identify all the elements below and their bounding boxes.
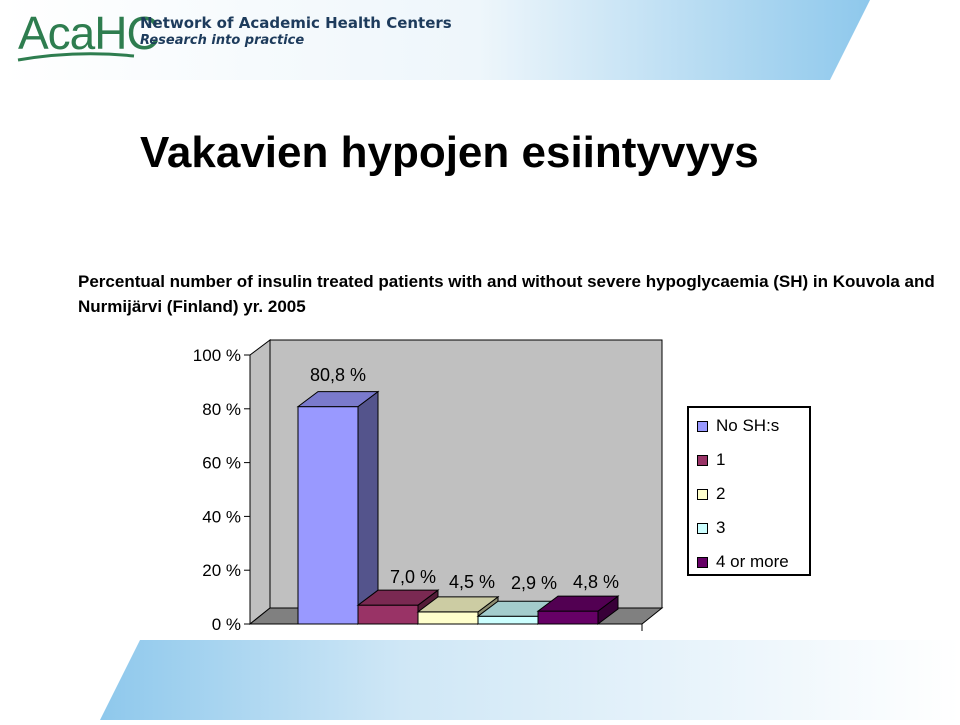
legend-item: 1 xyxy=(697,448,725,472)
y-tick-label: 80 % xyxy=(202,400,241,419)
data-label: 4,5 % xyxy=(449,572,495,592)
legend-label: 2 xyxy=(716,484,726,503)
y-tick-label: 0 % xyxy=(212,615,241,634)
header-band: AcaHC Network of Academic Health Centers… xyxy=(0,0,960,80)
legend-swatch xyxy=(697,420,708,432)
legend-item: No SH:s xyxy=(697,414,779,438)
bar-2 xyxy=(356,589,440,625)
legend-swatch xyxy=(697,556,708,568)
data-label: 7,0 % xyxy=(390,567,436,587)
legend-item: 3 xyxy=(697,516,725,540)
legend-label: 3 xyxy=(716,518,726,537)
logo-swoosh-icon xyxy=(17,52,135,62)
y-tick-label: 40 % xyxy=(202,507,241,526)
footer-background xyxy=(100,640,960,720)
y-tick-label: 20 % xyxy=(202,561,241,580)
page-title: Vakavien hypojen esiintyvyys xyxy=(140,128,759,177)
data-label: 80,8 % xyxy=(310,365,366,385)
legend-label: 4 or more xyxy=(716,552,789,571)
legend-swatch xyxy=(697,522,708,534)
data-labels: 80,8 % 7,0 % 4,5 % 2,9 % 4,8 % xyxy=(310,365,619,593)
bar-top xyxy=(536,595,620,612)
bar-side xyxy=(357,390,379,625)
data-label: 4,8 % xyxy=(573,572,619,592)
legend-swatch xyxy=(697,488,708,500)
org-name: Network of Academic Health Centers xyxy=(140,14,452,32)
org-tagline: Research into practice xyxy=(140,33,305,48)
bar-top xyxy=(296,391,380,408)
bar-1 xyxy=(296,390,380,625)
bar-5 xyxy=(536,595,620,625)
bar-front xyxy=(477,615,539,625)
chart-subtitle: Percentual number of insulin treated pat… xyxy=(78,272,935,316)
legend-swatch xyxy=(697,454,708,466)
plot-side-wall xyxy=(249,339,271,626)
legend-label: No SH:s xyxy=(716,416,780,435)
chart-legend: No SH:s 1 2 3 4 or more xyxy=(687,406,811,576)
header-background xyxy=(0,0,870,80)
logo: AcaHC xyxy=(18,7,160,59)
data-label: 2,9 % xyxy=(511,573,557,593)
bars xyxy=(296,390,620,625)
bar-front xyxy=(417,611,479,625)
bar-top xyxy=(416,596,500,613)
footer-band xyxy=(0,640,960,720)
legend-item: 2 xyxy=(697,482,725,506)
y-tick-label: 100 % xyxy=(193,346,241,365)
bar-front xyxy=(297,406,359,625)
legend-item: 4 or more xyxy=(697,550,789,574)
bar-front xyxy=(357,604,419,625)
bar-top xyxy=(356,589,440,606)
y-tick-label: 60 % xyxy=(202,454,241,473)
bar-front xyxy=(537,610,599,625)
legend-label: 1 xyxy=(716,450,726,469)
y-axis-ticks: 0 % 20 % 40 % 60 % 80 % 100 % xyxy=(193,346,250,634)
